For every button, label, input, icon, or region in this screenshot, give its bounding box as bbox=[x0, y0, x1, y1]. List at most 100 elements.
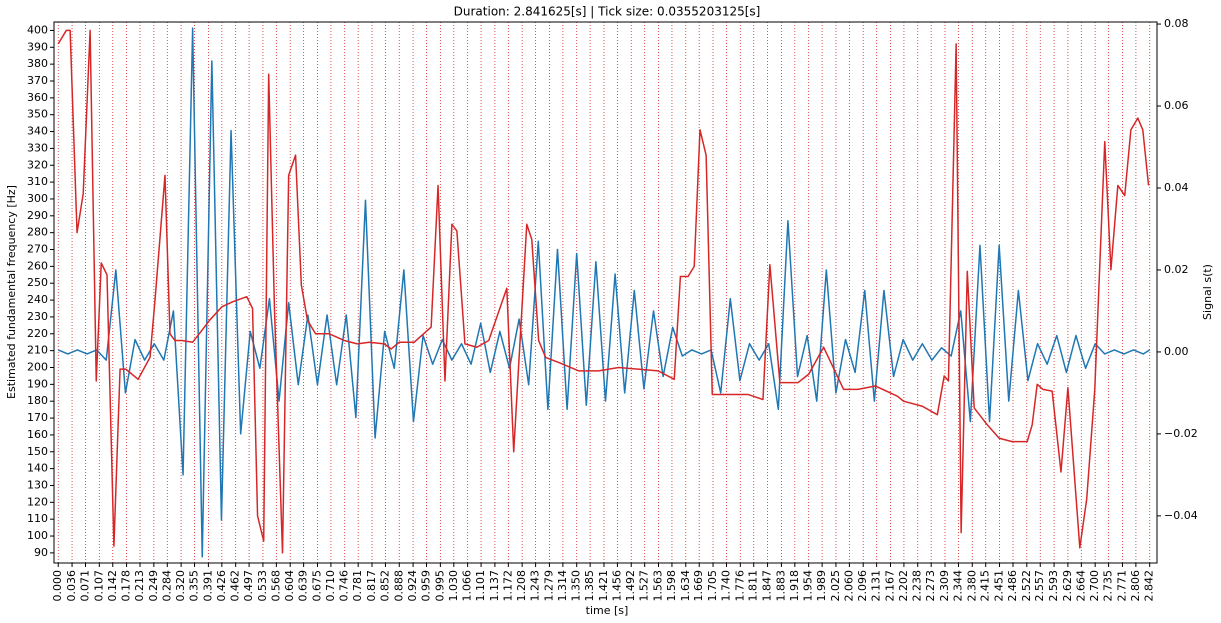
x-tick-label: 2.025 bbox=[829, 570, 842, 602]
y-tick-label: 320 bbox=[27, 158, 48, 171]
y2-axis-label: Signal s(t) bbox=[1201, 264, 1214, 320]
x-tick-label: 1.172 bbox=[501, 570, 514, 602]
x-tick-label: 2.309 bbox=[938, 570, 951, 602]
x-tick-label: 2.167 bbox=[883, 570, 896, 602]
y-tick-label: 110 bbox=[27, 512, 48, 525]
x-tick-label: 2.344 bbox=[951, 570, 964, 602]
y2-tick-label: 0.02 bbox=[1164, 263, 1189, 276]
x-tick-label: 1.208 bbox=[515, 570, 528, 602]
x-tick-label: 0.639 bbox=[297, 570, 310, 602]
y-tick-label: 130 bbox=[27, 478, 48, 491]
y-tick-label: 140 bbox=[27, 462, 48, 475]
x-tick-label: 0.959 bbox=[420, 570, 433, 602]
x-tick-label: 1.066 bbox=[461, 570, 474, 602]
x-tick-label: 2.629 bbox=[1061, 570, 1074, 602]
x-tick-label: 2.771 bbox=[1115, 570, 1128, 602]
x-tick-label: 1.527 bbox=[638, 570, 651, 602]
y-tick-label: 310 bbox=[27, 175, 48, 188]
x-tick-label: 1.350 bbox=[570, 570, 583, 602]
chart-title: Duration: 2.841625[s] | Tick size: 0.035… bbox=[454, 5, 761, 19]
x-tick-label: 1.421 bbox=[597, 570, 610, 602]
x-tick-label: 1.456 bbox=[610, 570, 623, 602]
x-tick-label: 1.137 bbox=[488, 570, 501, 602]
x-tick-label: 0.710 bbox=[324, 570, 337, 602]
x-tick-label: 1.705 bbox=[706, 570, 719, 602]
x-tick-label: 0.817 bbox=[365, 570, 378, 602]
y-tick-label: 290 bbox=[27, 209, 48, 222]
x-tick-label: 1.314 bbox=[556, 570, 569, 602]
x-tick-label: 2.131 bbox=[870, 570, 883, 602]
x-tick-label: 2.273 bbox=[924, 570, 937, 602]
x-tick-label: 1.811 bbox=[747, 570, 760, 602]
y-tick-label: 210 bbox=[27, 344, 48, 357]
y-tick-label: 340 bbox=[27, 125, 48, 138]
y-axis-label: Estimated fundamental frequency [Hz] bbox=[5, 185, 18, 399]
x-tick-label: 0.426 bbox=[215, 570, 228, 602]
x-tick-label: 2.202 bbox=[897, 570, 910, 602]
x-tick-label: 0.000 bbox=[51, 570, 64, 602]
x-tick-label: 1.101 bbox=[474, 570, 487, 602]
x-tick-label: 0.888 bbox=[392, 570, 405, 602]
x-tick-label: 1.030 bbox=[447, 570, 460, 602]
x-tick-label: 1.279 bbox=[542, 570, 555, 602]
x-tick-label: 0.852 bbox=[378, 570, 391, 602]
y2-tick-label: 0.00 bbox=[1164, 345, 1189, 358]
x-tick-label: 1.740 bbox=[719, 570, 732, 602]
x-tick-label: 0.320 bbox=[174, 570, 187, 602]
x-tick-label: 2.557 bbox=[1033, 570, 1046, 602]
x-tick-label: 1.883 bbox=[774, 570, 787, 602]
y-tick-label: 250 bbox=[27, 276, 48, 289]
y2-tick-label: 0.06 bbox=[1164, 99, 1189, 112]
x-tick-label: 1.634 bbox=[679, 570, 692, 602]
y-tick-label: 360 bbox=[27, 91, 48, 104]
x-tick-label: 2.238 bbox=[911, 570, 924, 602]
x-tick-label: 2.060 bbox=[842, 570, 855, 602]
x-tick-label: 2.451 bbox=[993, 570, 1006, 602]
x-tick-label: 0.604 bbox=[283, 570, 296, 602]
x-tick-label: 0.533 bbox=[256, 570, 269, 602]
y2-tick-label: 0.08 bbox=[1164, 17, 1189, 30]
y-tick-label: 90 bbox=[34, 546, 48, 559]
x-tick-label: 0.675 bbox=[310, 570, 323, 602]
y-tick-label: 170 bbox=[27, 411, 48, 424]
x-tick-label: 0.746 bbox=[338, 570, 351, 602]
x-tick-label: 0.924 bbox=[406, 570, 419, 602]
x-tick-label: 0.497 bbox=[242, 570, 255, 602]
y-tick-label: 190 bbox=[27, 377, 48, 390]
x-tick-label: 2.096 bbox=[856, 570, 869, 602]
x-axis-label: time [s] bbox=[586, 604, 629, 617]
y-tick-label: 150 bbox=[27, 445, 48, 458]
x-tick-label: 1.385 bbox=[583, 570, 596, 602]
x-tick-label: 1.989 bbox=[815, 570, 828, 602]
y-tick-label: 400 bbox=[27, 23, 48, 36]
x-tick-label: 0.213 bbox=[133, 570, 146, 602]
x-tick-label: 0.781 bbox=[351, 570, 364, 602]
y-tick-label: 260 bbox=[27, 259, 48, 272]
x-tick-label: 2.700 bbox=[1088, 570, 1101, 602]
y-tick-label: 240 bbox=[27, 293, 48, 306]
series-line bbox=[57, 29, 1150, 554]
x-tick-label: 2.593 bbox=[1047, 570, 1060, 602]
series-line bbox=[57, 27, 1151, 558]
y-tick-label: 370 bbox=[27, 74, 48, 87]
x-tick-label: 1.669 bbox=[692, 570, 705, 602]
x-tick-label: 1.918 bbox=[788, 570, 801, 602]
x-tick-label: 1.492 bbox=[624, 570, 637, 602]
x-tick-label: 0.178 bbox=[120, 570, 133, 602]
x-tick-label: 1.243 bbox=[529, 570, 542, 602]
x-tick-label: 2.486 bbox=[1006, 570, 1019, 602]
x-tick-label: 2.806 bbox=[1129, 570, 1142, 602]
x-tick-label: 0.071 bbox=[78, 570, 91, 602]
y2-tick-label: −0.04 bbox=[1164, 509, 1198, 522]
x-tick-label: 1.776 bbox=[733, 570, 746, 602]
x-tick-label: 2.522 bbox=[1020, 570, 1033, 602]
y-tick-label: 350 bbox=[27, 108, 48, 121]
x-tick-label: 0.462 bbox=[229, 570, 242, 602]
y-tick-label: 280 bbox=[27, 226, 48, 239]
x-tick-label: 0.142 bbox=[106, 570, 119, 602]
y-tick-label: 330 bbox=[27, 141, 48, 154]
y-tick-label: 270 bbox=[27, 243, 48, 256]
x-tick-label: 0.391 bbox=[201, 570, 214, 602]
x-tick-label: 0.249 bbox=[147, 570, 160, 602]
